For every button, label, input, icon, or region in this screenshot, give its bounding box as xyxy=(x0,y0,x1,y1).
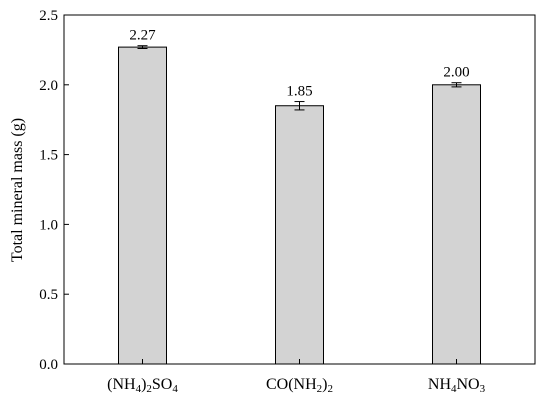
bars-group: 2.27 1.85 2.00 xyxy=(118,28,481,365)
subscript: 3 xyxy=(480,383,486,395)
y-tick-label: 1.5 xyxy=(39,148,58,164)
label-part: NO xyxy=(457,376,480,393)
y-tick-label: 0.0 xyxy=(39,357,58,373)
x-axis-category-labels: (NH4)2SO4 CO(NH2)2 NH4NO3 xyxy=(107,359,486,395)
label-part: SO xyxy=(152,376,172,393)
bar xyxy=(118,46,167,365)
subscript: 4 xyxy=(136,383,142,395)
bar-value-label: 2.00 xyxy=(443,65,469,81)
y-tick-label: 1.0 xyxy=(39,217,58,233)
y-axis-ticks: 0.0 0.5 1.0 1.5 2.0 2.5 xyxy=(39,8,69,373)
y-tick-label: 0.5 xyxy=(39,287,58,303)
x-category-label: CO(NH2)2 xyxy=(266,376,333,395)
label-part: ) xyxy=(322,376,327,393)
label-part: ) xyxy=(141,376,146,393)
subscript: 4 xyxy=(451,383,457,395)
subscript: 2 xyxy=(317,383,323,395)
bar-value-label: 1.85 xyxy=(286,84,312,100)
y-tick-label: 2.5 xyxy=(39,8,58,24)
label-part: NH xyxy=(428,376,452,393)
y-axis-title: Total mineral mass (g) xyxy=(9,118,26,262)
label-part: (NH xyxy=(107,376,136,393)
y-tick-label: 2.0 xyxy=(39,78,58,94)
bar xyxy=(275,105,324,365)
bar-value-label: 2.27 xyxy=(129,28,156,44)
subscript: 2 xyxy=(328,383,334,395)
subscript: 4 xyxy=(172,383,178,395)
label-part: CO(NH xyxy=(266,376,317,393)
x-category-label: (NH4)2SO4 xyxy=(107,376,178,395)
x-category-label: NH4NO3 xyxy=(428,376,486,395)
subscript: 2 xyxy=(146,383,152,395)
bar xyxy=(432,84,481,365)
